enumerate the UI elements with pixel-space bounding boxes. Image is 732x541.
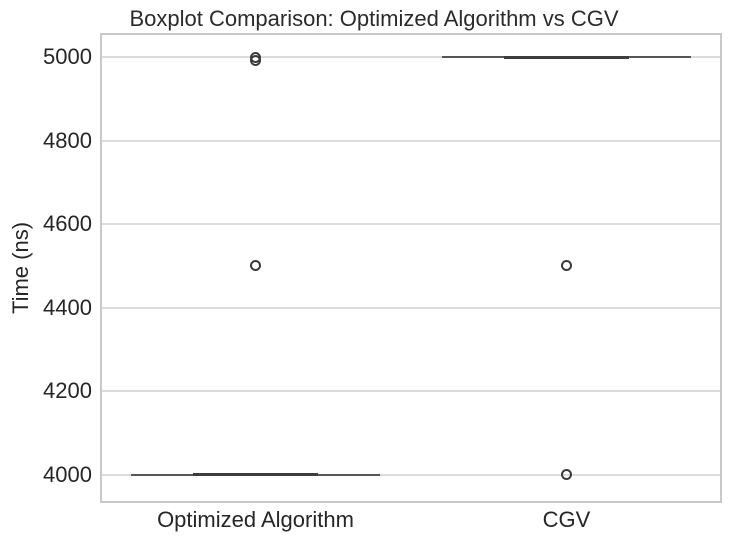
outlier-point: [561, 260, 572, 272]
y-tick-label: 4600: [43, 211, 92, 237]
x-tick-label: Optimized Algorithm: [157, 507, 354, 532]
y-tick-label: 4000: [43, 461, 92, 487]
y-tick-label: 4400: [43, 294, 92, 320]
y-gridline: [102, 223, 720, 226]
y-tick-label: 4800: [43, 127, 92, 153]
boxplot-whisker-cap: [504, 55, 629, 59]
chart-title: Boxplot Comparison: Optimized Algorithm …: [129, 6, 619, 31]
y-tick-label: 4200: [43, 378, 92, 404]
y-gridline: [102, 139, 720, 142]
plot-area: [100, 33, 722, 503]
y-gridline: [102, 473, 720, 476]
outlier-point: [250, 51, 261, 63]
outlier-point: [561, 469, 572, 481]
outlier-point: [250, 260, 261, 272]
y-gridline: [102, 390, 720, 393]
boxplot-whisker-cap: [193, 473, 318, 477]
x-tick-label: CGV: [542, 507, 591, 532]
y-gridline: [102, 56, 720, 59]
y-gridline: [102, 306, 720, 309]
y-tick-label: 5000: [43, 44, 92, 70]
